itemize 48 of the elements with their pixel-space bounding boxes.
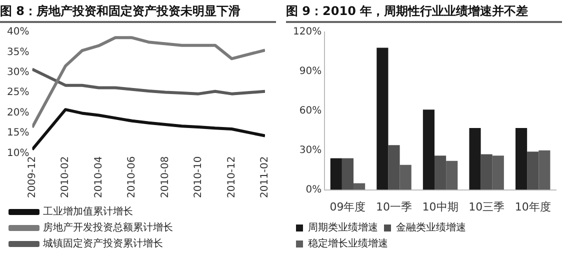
- legend-label: 城镇固定资产投资累计增长: [42, 238, 163, 250]
- y-tick-label: 40%: [6, 26, 30, 38]
- x-tick-label: 2010-06: [126, 156, 138, 198]
- bar: [516, 128, 528, 190]
- y-tick-label: 15%: [6, 128, 30, 139]
- bar: [434, 156, 446, 190]
- bar: [354, 183, 366, 190]
- x-tick-label: 2010-08: [160, 156, 171, 198]
- y-tick-label: 120%: [292, 26, 322, 38]
- bar: [422, 110, 435, 190]
- bar: [388, 145, 400, 190]
- x-tick-label: 09年度: [330, 200, 366, 214]
- legend-label: 金融类业绩增速: [396, 222, 466, 234]
- x-tick-label: 2011-02: [260, 156, 271, 198]
- y-tick-label: 30%: [6, 67, 30, 78]
- bar: [342, 158, 354, 190]
- bar: [400, 164, 412, 190]
- x-tick-label: 10年度: [514, 200, 551, 214]
- x-tick-label: 2010-04: [93, 156, 104, 198]
- y-tick-label: 20%: [6, 107, 30, 118]
- bar: [538, 150, 550, 190]
- y-tick-label: 25%: [6, 87, 30, 98]
- x-tick-label: 2010-10: [193, 156, 204, 198]
- bar: [330, 158, 342, 190]
- x-tick-label: 10中期: [422, 200, 458, 214]
- x-tick-label: 10一季: [376, 200, 412, 214]
- x-tick-label: 2010-12: [226, 156, 238, 198]
- y-tick-label: 35%: [6, 46, 30, 58]
- x-tick-label: 2010-02: [60, 156, 72, 198]
- bar: [527, 152, 539, 190]
- bar: [480, 154, 492, 190]
- legend-label: 周期类业绩增速: [308, 222, 378, 234]
- chart-title: 图 8：房地产投资和固定资产投资未明显下滑: [0, 3, 242, 20]
- y-tick-label: 90%: [299, 66, 322, 78]
- y-tick-label: 10%: [6, 148, 30, 159]
- chart-title: 图 9：2010 年，周期性行业业绩增速并不差: [286, 3, 530, 20]
- bar: [469, 128, 481, 190]
- y-tick-label: 0%: [306, 184, 322, 196]
- legend-label: 工业增加值累计增长: [43, 206, 133, 218]
- y-tick-label: 60%: [299, 105, 322, 116]
- bar: [376, 48, 388, 190]
- bar: [492, 156, 504, 190]
- bar: [446, 160, 458, 190]
- y-tick-label: 30%: [299, 144, 322, 156]
- legend-label: 稳定增长业绩增速: [308, 238, 388, 250]
- legend-label: 房地产开发投资总额累计增长: [43, 222, 173, 234]
- x-tick-label: 2009-12: [26, 156, 38, 198]
- x-tick-label: 10三季: [468, 200, 505, 214]
